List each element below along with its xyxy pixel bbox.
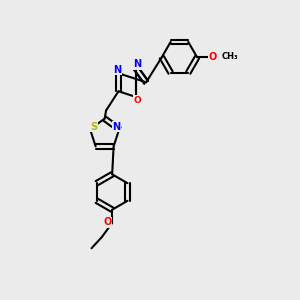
Text: O: O [133, 96, 141, 105]
Text: N: N [133, 59, 141, 69]
Text: O: O [208, 52, 217, 62]
Text: N: N [112, 122, 120, 132]
Text: S: S [90, 122, 97, 132]
Text: CH₃: CH₃ [221, 52, 238, 61]
Text: O: O [103, 217, 112, 227]
Text: N: N [113, 65, 121, 75]
